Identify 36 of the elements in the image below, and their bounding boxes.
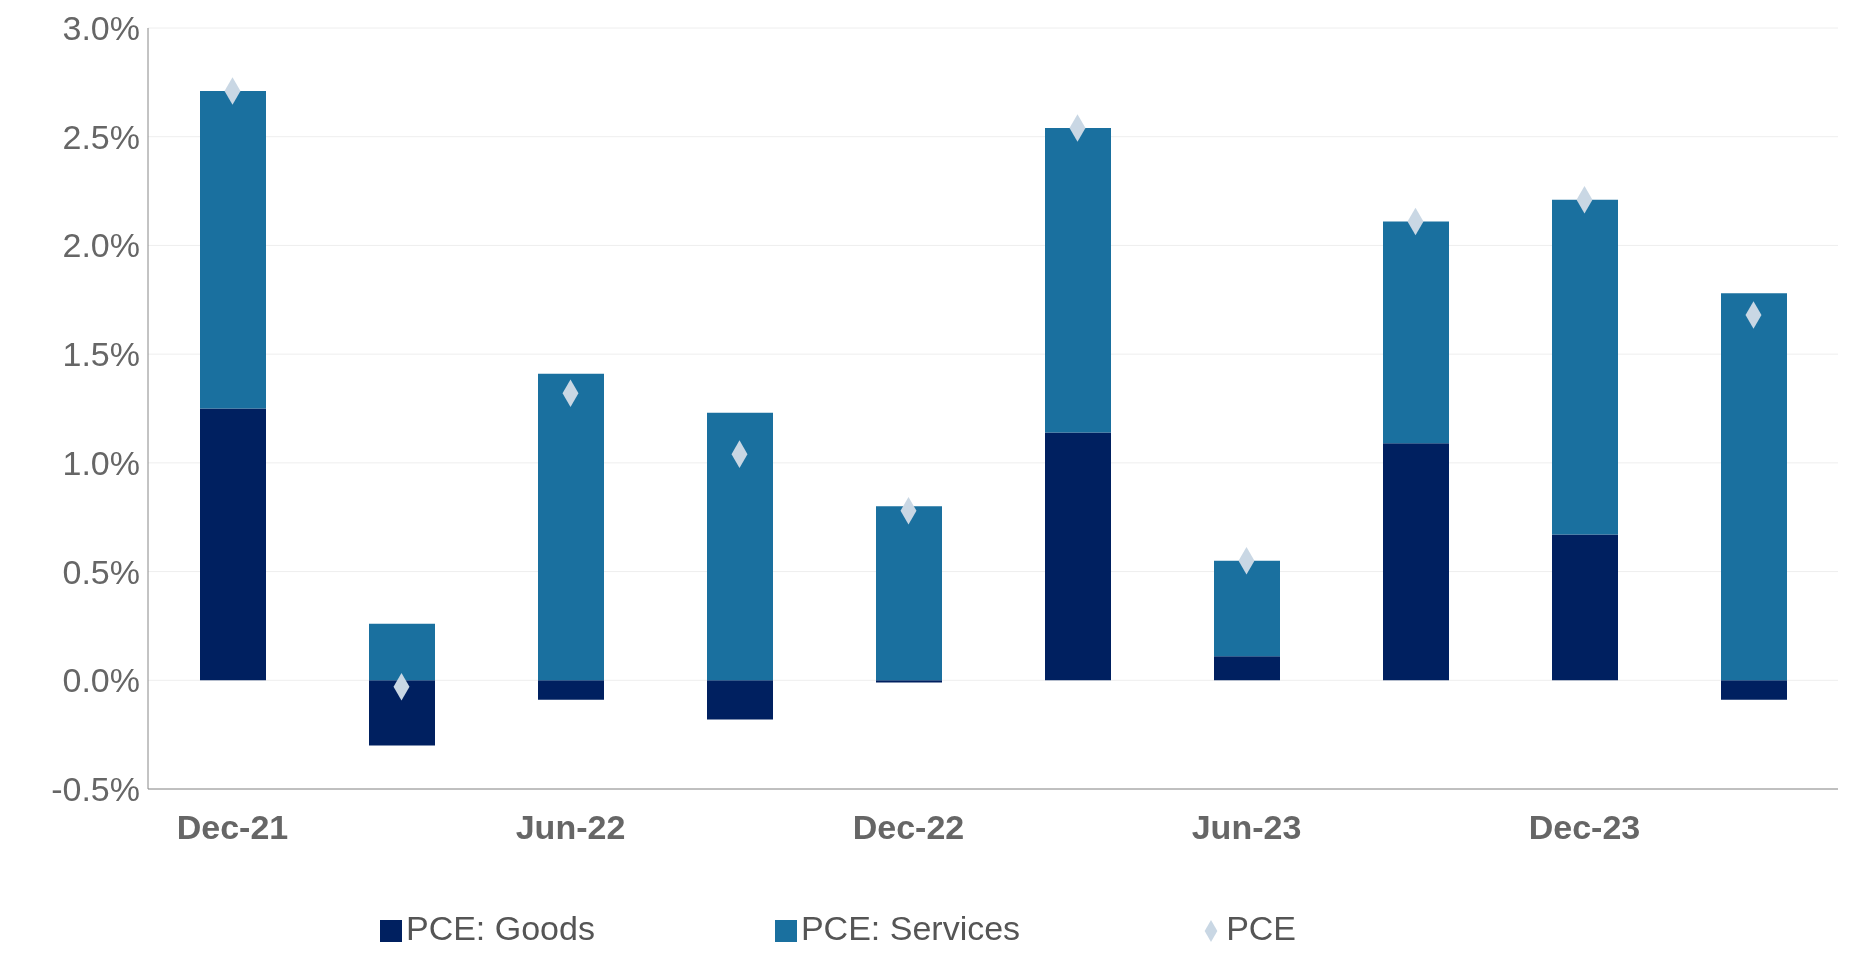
y-tick-label: 0.0%: [62, 661, 140, 700]
y-tick-label: 1.5%: [62, 335, 140, 374]
y-tick-label: 1.0%: [62, 443, 140, 482]
legend-label: PCE: [1226, 909, 1297, 947]
bar: [1214, 656, 1280, 681]
y-tick-label: 2.5%: [62, 117, 140, 156]
bar: [538, 680, 604, 700]
x-tick-label: Dec-23: [1528, 808, 1641, 847]
bar: [200, 91, 266, 409]
bar: [1552, 534, 1618, 681]
y-tick-label: 2.0%: [62, 226, 140, 265]
bar: [369, 623, 435, 681]
bar: [369, 680, 435, 746]
bar: [707, 412, 773, 681]
y-tick-label: 3.0%: [62, 9, 140, 48]
x-tick-label: Dec-21: [176, 808, 289, 847]
bar: [1552, 199, 1618, 535]
bar: [1214, 560, 1280, 657]
x-tick-label: Dec-22: [852, 808, 965, 847]
bar: [876, 506, 942, 681]
legend-label: PCE: Services: [800, 909, 1021, 947]
bar: [1721, 680, 1787, 700]
bar: [1383, 443, 1449, 681]
x-tick-label: Jun-23: [1191, 808, 1302, 847]
x-tick-label: Jun-22: [515, 808, 626, 847]
bar: [200, 408, 266, 681]
bar: [1045, 432, 1111, 681]
y-tick-label: -0.5%: [51, 770, 140, 809]
y-tick-label: 0.5%: [62, 552, 140, 591]
bar: [538, 373, 604, 681]
bar: [1045, 128, 1111, 433]
legend-label: PCE: Goods: [405, 909, 595, 947]
bar: [707, 680, 773, 720]
bar: [1721, 293, 1787, 681]
bar: [876, 680, 942, 683]
bar: [1383, 221, 1449, 444]
